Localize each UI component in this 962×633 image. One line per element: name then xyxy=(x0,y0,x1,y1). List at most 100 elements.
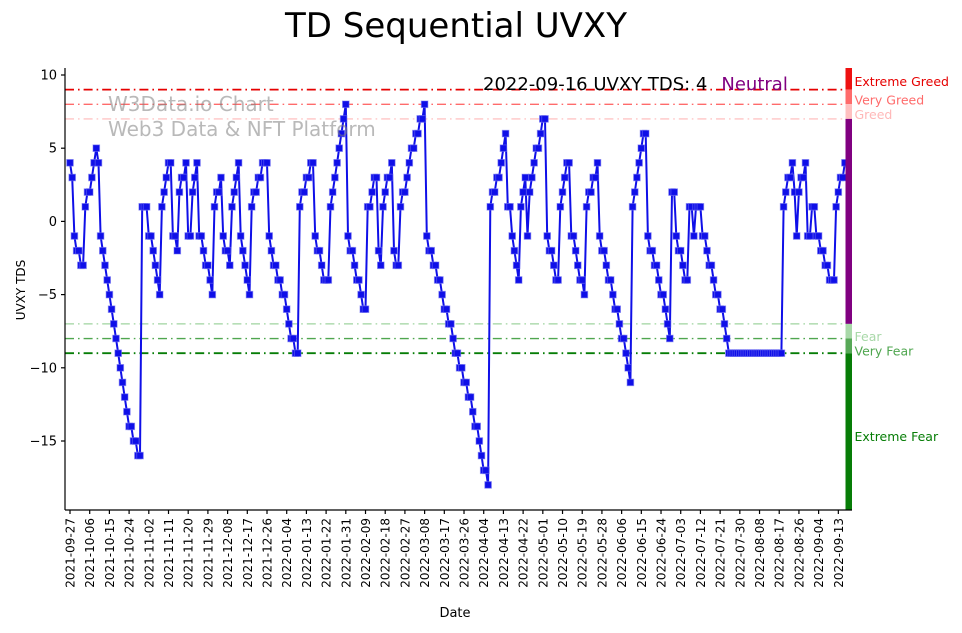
tds-marker xyxy=(530,159,538,167)
tds-marker xyxy=(547,246,556,255)
x-tick-label: 2021-12-26 xyxy=(261,518,275,588)
x-tick-label: 2021-10-06 xyxy=(83,518,97,588)
tds-marker xyxy=(506,203,514,211)
tds-marker xyxy=(309,159,317,167)
tds-marker xyxy=(149,246,157,255)
tds-marker xyxy=(215,188,223,196)
tds-marker xyxy=(96,232,105,240)
tds-marker xyxy=(517,203,525,211)
tds-marker xyxy=(558,188,567,196)
tds-marker xyxy=(368,188,376,196)
tds-marker xyxy=(70,232,79,240)
tds-marker xyxy=(624,364,633,372)
tds-marker xyxy=(523,232,532,240)
tds-marker xyxy=(79,261,87,270)
tds-marker xyxy=(81,203,90,211)
x-tick-label: 2021-09-27 xyxy=(64,518,78,588)
tds-marker xyxy=(830,276,838,284)
tds-marker xyxy=(718,305,727,313)
x-tick-label: 2022-01-13 xyxy=(300,518,314,588)
tds-marker xyxy=(823,261,832,270)
tds-marker xyxy=(317,261,326,270)
tds-marker xyxy=(633,173,641,182)
y-tick-label: −15 xyxy=(30,435,57,450)
tds-marker xyxy=(690,232,698,240)
tds-marker xyxy=(661,305,670,313)
tds-marker xyxy=(499,144,508,152)
x-tick-label: 2022-05-28 xyxy=(595,518,609,588)
tds-marker xyxy=(652,261,661,270)
tds-marker xyxy=(232,173,241,182)
tds-marker xyxy=(158,203,166,211)
x-tick-label: 2022-08-26 xyxy=(792,518,806,588)
x-tick-label: 2022-07-03 xyxy=(674,518,688,588)
tds-marker xyxy=(655,276,663,284)
tds-marker xyxy=(587,188,595,196)
tds-marker xyxy=(593,159,602,167)
tds-marker xyxy=(272,261,280,270)
watermark-line2: Web3 Data & NFT Platform xyxy=(108,117,376,141)
x-tick-label: 2022-09-04 xyxy=(812,518,826,588)
x-tick-label: 2022-01-04 xyxy=(280,518,294,588)
tds-marker xyxy=(519,188,527,196)
tds-marker xyxy=(475,437,484,445)
tds-marker xyxy=(473,422,481,431)
tds-marker xyxy=(438,290,446,299)
tds-marker xyxy=(679,261,687,270)
tds-marker xyxy=(324,276,333,284)
tds-marker xyxy=(344,232,352,240)
tds-marker xyxy=(333,159,341,167)
tds-marker xyxy=(265,232,273,240)
tds-marker xyxy=(204,261,212,270)
zone-label-fear: Fear xyxy=(855,329,883,344)
tds-marker xyxy=(834,188,843,196)
tds-marker xyxy=(75,246,83,255)
zone-band-neutral xyxy=(845,118,852,324)
zone-label-very-greed: Very Greed xyxy=(855,92,925,107)
tds-marker xyxy=(696,203,705,211)
tds-marker xyxy=(127,422,136,431)
tds-marker xyxy=(663,320,672,328)
tds-marker xyxy=(720,320,729,328)
tds-marker xyxy=(193,159,201,167)
zone-label-very-fear: Very Fear xyxy=(855,344,915,359)
tds-marker xyxy=(348,246,357,255)
tds-marker xyxy=(350,261,359,270)
tds-marker xyxy=(241,261,249,270)
tds-marker xyxy=(243,276,252,284)
tds-marker xyxy=(414,129,422,138)
tds-marker xyxy=(569,232,578,240)
tds-marker xyxy=(131,437,140,445)
tds-marker xyxy=(162,173,171,182)
x-tick-label: 2022-05-01 xyxy=(536,518,550,588)
tds-marker xyxy=(342,100,350,109)
tds-marker xyxy=(199,246,208,255)
x-tick-label: 2022-03-08 xyxy=(418,518,432,588)
tds-marker xyxy=(245,290,254,299)
y-axis-label: UVXY TDS xyxy=(14,259,28,321)
tds-marker xyxy=(188,188,197,196)
tds-marker xyxy=(635,159,643,167)
tds-marker xyxy=(508,232,516,240)
tds-marker xyxy=(147,232,155,240)
x-tick-label: 2021-11-11 xyxy=(162,518,176,588)
x-tick-label: 2022-01-22 xyxy=(320,518,334,588)
tds-marker xyxy=(282,305,291,313)
x-tick-label: 2022-04-22 xyxy=(517,518,531,588)
tds-marker xyxy=(234,159,243,167)
tds-marker xyxy=(714,290,722,299)
latest-value-annotation: 2022-09-16 UVXY TDS: 4 Neutral xyxy=(483,74,788,95)
tds-marker xyxy=(372,173,381,182)
tds-marker xyxy=(173,246,182,255)
zone-label-extreme-greed: Extreme Greed xyxy=(855,74,949,89)
tds-marker xyxy=(206,276,214,284)
tds-marker xyxy=(171,232,179,240)
tds-marker xyxy=(510,246,519,255)
tds-marker xyxy=(116,364,125,372)
tds-marker xyxy=(683,276,692,284)
x-tick-label: 2021-10-24 xyxy=(123,518,137,588)
tds-marker xyxy=(401,188,409,196)
tds-marker xyxy=(670,188,679,196)
tds-marker xyxy=(788,159,797,167)
